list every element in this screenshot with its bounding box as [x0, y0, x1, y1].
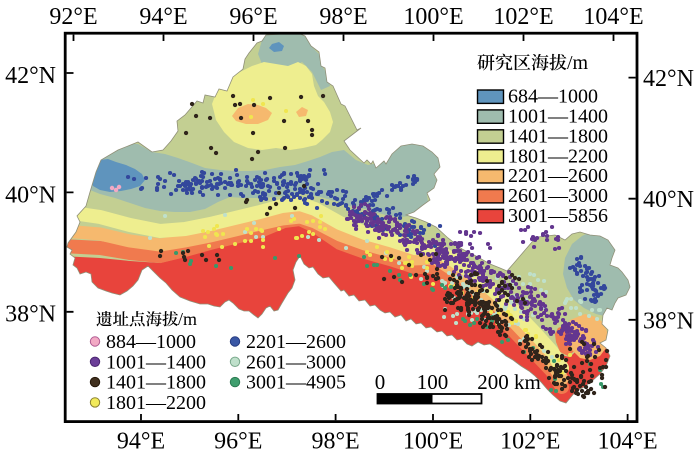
svg-text:2201—2600: 2201—2600 — [246, 331, 346, 353]
svg-text:100°E: 100°E — [403, 429, 463, 455]
svg-text:3001—5856: 3001—5856 — [508, 205, 608, 227]
svg-text:102°E: 102°E — [493, 4, 553, 30]
svg-text:94°E: 94°E — [117, 429, 165, 455]
svg-text:92°E: 92°E — [49, 4, 97, 30]
svg-text:98°E: 98°E — [319, 4, 367, 30]
svg-text:40°N: 40°N — [5, 182, 56, 208]
svg-text:38°N: 38°N — [643, 308, 694, 334]
svg-text:42°N: 42°N — [5, 63, 56, 89]
svg-text:/m: /m — [567, 52, 589, 74]
svg-text:42°N: 42°N — [643, 66, 694, 92]
svg-text:3001—4905: 3001—4905 — [246, 372, 346, 394]
svg-text:1001—1400: 1001—1400 — [508, 106, 608, 128]
svg-text:2601—3000: 2601—3000 — [246, 351, 346, 373]
svg-text:1001—1400: 1001—1400 — [106, 351, 206, 373]
svg-text:0: 0 — [375, 370, 386, 394]
svg-text:38°N: 38°N — [5, 302, 56, 328]
svg-text:200 km: 200 km — [477, 370, 541, 394]
svg-text:100: 100 — [417, 370, 449, 394]
svg-text:684—1000: 684—1000 — [508, 86, 598, 108]
svg-text:104°E: 104°E — [597, 429, 657, 455]
svg-text:2201—2600: 2201—2600 — [508, 165, 608, 187]
svg-text:96°E: 96°E — [229, 4, 277, 30]
svg-text:1401—1800: 1401—1800 — [508, 125, 608, 147]
svg-text:96°E: 96°E — [214, 429, 262, 455]
svg-text:1801—2200: 1801—2200 — [508, 145, 608, 167]
svg-text:/m: /m — [178, 309, 197, 329]
svg-text:94°E: 94°E — [139, 4, 187, 30]
svg-text:1401—1800: 1401—1800 — [106, 372, 206, 394]
svg-text:104°E: 104°E — [583, 4, 643, 30]
svg-text:98°E: 98°E — [311, 429, 359, 455]
svg-text:2601—3000: 2601—3000 — [508, 185, 608, 207]
svg-text:1801—2200: 1801—2200 — [106, 392, 206, 414]
svg-text:40°N: 40°N — [643, 187, 694, 213]
svg-text:102°E: 102°E — [500, 429, 560, 455]
svg-text:884—1000: 884—1000 — [106, 331, 196, 353]
svg-text:100°E: 100°E — [403, 4, 463, 30]
